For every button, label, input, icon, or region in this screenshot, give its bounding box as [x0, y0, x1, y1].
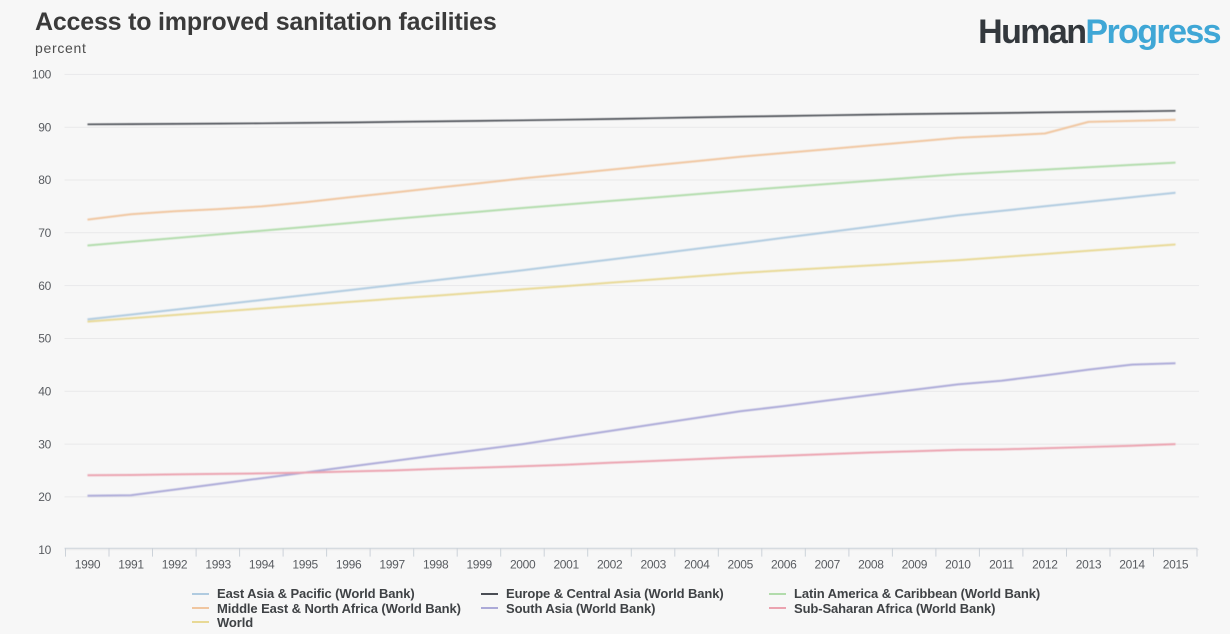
svg-text:2002: 2002	[597, 558, 623, 572]
svg-text:2001: 2001	[553, 558, 579, 572]
svg-text:1990: 1990	[75, 558, 101, 572]
svg-text:2010: 2010	[945, 558, 971, 572]
svg-text:2006: 2006	[771, 558, 797, 572]
svg-text:2004: 2004	[684, 558, 710, 572]
svg-text:2015: 2015	[1163, 558, 1189, 572]
svg-text:1995: 1995	[292, 558, 318, 572]
svg-text:10: 10	[38, 543, 51, 557]
svg-text:1993: 1993	[205, 558, 231, 572]
svg-text:2007: 2007	[815, 558, 841, 572]
svg-text:2012: 2012	[1032, 558, 1058, 572]
svg-text:1997: 1997	[379, 558, 405, 572]
svg-text:80: 80	[38, 173, 51, 187]
svg-text:1992: 1992	[162, 558, 188, 572]
svg-text:20: 20	[38, 490, 51, 504]
svg-text:2009: 2009	[902, 558, 928, 572]
svg-text:1994: 1994	[249, 558, 275, 572]
svg-text:2013: 2013	[1076, 558, 1102, 572]
svg-text:60: 60	[38, 279, 51, 293]
svg-text:2008: 2008	[858, 558, 884, 572]
svg-text:2014: 2014	[1119, 558, 1145, 572]
svg-text:1991: 1991	[118, 558, 144, 572]
svg-text:70: 70	[38, 226, 51, 240]
svg-text:90: 90	[38, 120, 51, 134]
svg-text:30: 30	[38, 437, 51, 451]
svg-text:1996: 1996	[336, 558, 362, 572]
svg-text:2000: 2000	[510, 558, 536, 572]
svg-text:1998: 1998	[423, 558, 449, 572]
svg-text:2003: 2003	[641, 558, 667, 572]
svg-text:40: 40	[38, 385, 51, 399]
svg-text:100: 100	[32, 68, 52, 82]
svg-text:1999: 1999	[466, 558, 492, 572]
svg-text:50: 50	[38, 332, 51, 346]
svg-text:2005: 2005	[728, 558, 754, 572]
svg-text:2011: 2011	[989, 558, 1014, 572]
